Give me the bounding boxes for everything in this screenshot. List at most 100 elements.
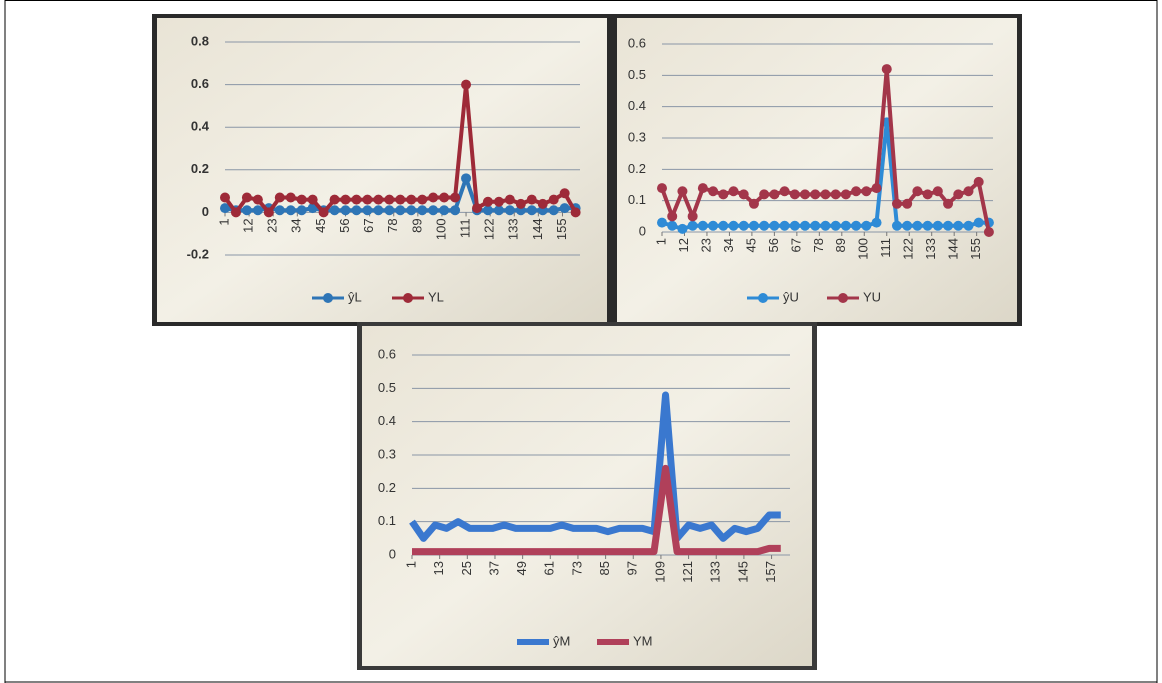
- point-marker: [571, 207, 581, 217]
- legend-marker: [758, 293, 768, 303]
- point-marker: [384, 195, 394, 205]
- y-tick-label: 0.1: [378, 513, 396, 528]
- y-tick-label: 0.1: [628, 192, 646, 207]
- point-marker: [912, 186, 922, 196]
- point-marker: [461, 173, 471, 183]
- x-tick-label: 100: [433, 218, 448, 240]
- point-marker: [286, 192, 296, 202]
- point-marker: [810, 221, 820, 231]
- point-marker: [698, 183, 708, 193]
- point-marker: [428, 205, 438, 215]
- panel-background: [362, 326, 812, 666]
- x-tick-label: 23: [265, 218, 280, 232]
- point-marker: [790, 189, 800, 199]
- y-tick-label: 0.4: [378, 413, 396, 428]
- legend-label: ŷM: [553, 633, 570, 648]
- point-marker: [851, 221, 861, 231]
- point-marker: [657, 183, 667, 193]
- x-tick-label: 1: [653, 238, 668, 245]
- point-marker: [749, 199, 759, 209]
- x-tick-label: 155: [554, 218, 569, 240]
- point-marker: [253, 195, 263, 205]
- point-marker: [820, 189, 830, 199]
- x-tick-label: 49: [514, 561, 529, 575]
- point-marker: [820, 221, 830, 231]
- point-marker: [549, 205, 559, 215]
- x-tick-label: 122: [901, 238, 916, 260]
- point-marker: [362, 195, 372, 205]
- page: -0.200.20.40.60.811223344556677889100111…: [0, 0, 1162, 683]
- point-marker: [759, 189, 769, 199]
- point-marker: [872, 218, 882, 228]
- x-tick-label: 67: [361, 218, 376, 232]
- x-tick-label: 121: [680, 561, 695, 583]
- point-marker: [912, 221, 922, 231]
- point-marker: [729, 186, 739, 196]
- point-marker: [428, 192, 438, 202]
- point-marker: [373, 205, 383, 215]
- point-marker: [319, 207, 329, 217]
- legend-label: ŷU: [783, 289, 799, 304]
- point-marker: [308, 195, 318, 205]
- y-tick-label: 0: [202, 204, 209, 219]
- point-marker: [560, 203, 570, 213]
- point-marker: [657, 218, 667, 228]
- x-tick-label: 13: [431, 561, 446, 575]
- point-marker: [718, 189, 728, 199]
- point-marker: [406, 195, 416, 205]
- x-tick-label: 111: [878, 238, 893, 258]
- x-tick-label: 155: [968, 238, 983, 260]
- y-tick-label: 0.2: [378, 480, 396, 495]
- point-marker: [902, 221, 912, 231]
- point-marker: [943, 221, 953, 231]
- point-marker: [729, 221, 739, 231]
- y-tick-label: 0: [389, 546, 396, 561]
- x-tick-label: 45: [743, 238, 758, 252]
- x-tick-label: 109: [652, 561, 667, 583]
- point-marker: [892, 221, 902, 231]
- y-tick-label: 0.2: [191, 161, 209, 176]
- point-marker: [275, 205, 285, 215]
- panel-background: [617, 18, 1017, 322]
- x-tick-label: 133: [923, 238, 938, 260]
- point-marker: [667, 221, 677, 231]
- point-marker: [963, 221, 973, 231]
- point-marker: [330, 195, 340, 205]
- y-tick-label: 0.2: [628, 161, 646, 176]
- point-marker: [902, 199, 912, 209]
- x-tick-label: 133: [506, 218, 521, 240]
- point-marker: [395, 195, 405, 205]
- point-marker: [362, 205, 372, 215]
- point-marker: [351, 205, 361, 215]
- point-marker: [494, 205, 504, 215]
- point-marker: [851, 186, 861, 196]
- point-marker: [549, 195, 559, 205]
- x-tick-label: 100: [856, 238, 871, 260]
- point-marker: [450, 205, 460, 215]
- y-tick-label: 0.5: [378, 380, 396, 395]
- x-tick-label: 56: [337, 218, 352, 232]
- y-tick-label: 0.6: [378, 346, 396, 361]
- chart-panel: 00.10.20.30.40.50.6113253749617385971091…: [357, 322, 817, 670]
- point-marker: [872, 183, 882, 193]
- point-marker: [351, 195, 361, 205]
- point-marker: [974, 177, 984, 187]
- legend-marker: [838, 293, 848, 303]
- point-marker: [373, 195, 383, 205]
- x-tick-label: 111: [457, 218, 472, 238]
- point-marker: [698, 221, 708, 231]
- point-marker: [677, 186, 687, 196]
- x-tick-label: 89: [833, 238, 848, 252]
- y-tick-label: -0.2: [187, 246, 209, 261]
- point-marker: [861, 186, 871, 196]
- x-tick-label: 97: [625, 561, 640, 575]
- point-marker: [953, 221, 963, 231]
- point-marker: [242, 205, 252, 215]
- legend-marker: [323, 293, 333, 303]
- x-tick-label: 144: [946, 238, 961, 260]
- x-tick-label: 34: [721, 238, 736, 252]
- point-marker: [472, 203, 482, 213]
- point-marker: [341, 195, 351, 205]
- point-marker: [297, 205, 307, 215]
